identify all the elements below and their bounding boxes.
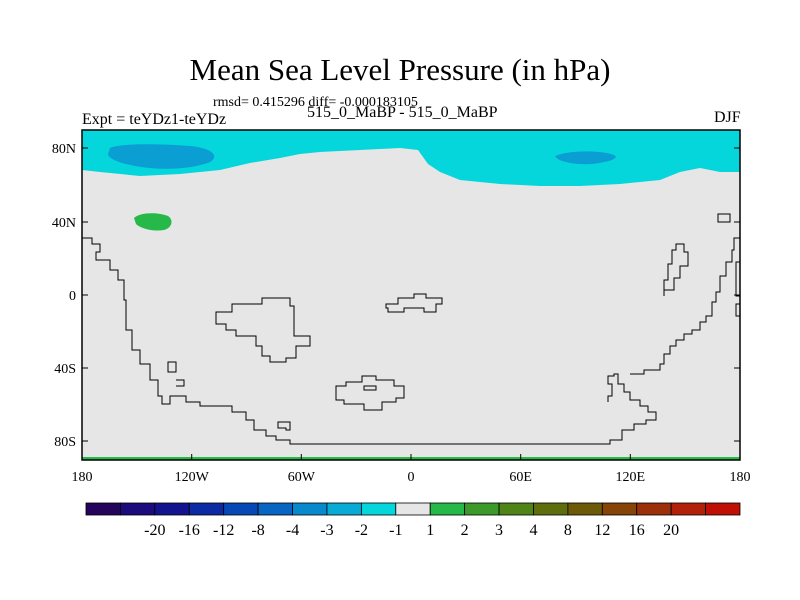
colorbar-swatch [292,502,328,516]
colorbar-label: -16 [179,522,200,539]
map-field [82,130,740,460]
rmsd-diff-stats: rmsd= 0.415296 diff= -0.000183105 [213,95,418,110]
colorbar-label: -4 [286,522,299,539]
x-tick-label: 120E [616,470,646,485]
colorbar-swatch [188,502,225,516]
colorbar-swatch [120,502,156,516]
period-label: 515_0_MaBP - 515_0_MaBP [307,104,498,121]
x-tick-label: 60E [509,470,532,485]
colorbar-label: 3 [495,522,503,539]
colorbar-swatch [601,502,638,516]
colorbar-label: -12 [213,522,234,539]
colorbar-label: 2 [461,522,469,539]
green-high-contour [134,213,172,231]
y-tick-label: 40N [52,216,76,231]
colorbar-label: -20 [144,522,165,539]
blue-low-contour-east [555,151,616,165]
colorbar-swatch [464,502,500,516]
blue-low-contour-west [108,144,215,169]
x-axis: 180 120W 60W 0 60E 120E 180 [72,454,751,485]
colorbar-swatch [360,502,397,516]
season-label: DJF [714,109,741,126]
colorbar-swatch [670,502,706,516]
colorbar-swatch [533,502,569,516]
colorbar-label: 12 [594,522,610,539]
colorbar-label: 16 [629,522,645,539]
colorbar-label: 4 [529,522,537,539]
colorbar-swatch [705,502,741,516]
colorbar-swatch [154,502,190,516]
x-tick-label: 120W [175,470,210,485]
colorbar-label: 8 [564,522,572,539]
colorbar-swatch [429,502,466,516]
y-tick-label: 80N [52,142,76,157]
colorbar-swatch [498,502,534,516]
experiment-label: Expt = teYDz1-teYDz [82,111,227,128]
y-tick-label: 0 [69,289,76,304]
colorbar-swatch [257,502,293,516]
colorbar-swatch [636,502,672,516]
colorbar-label: -1 [389,522,402,539]
colorbar-label: -2 [355,522,368,539]
x-tick-label: 60W [288,470,316,485]
colorbar-swatch [567,502,603,516]
plot-title: Mean Sea Level Pressure (in hPa) [189,52,611,87]
colorbar-swatch [326,502,362,516]
colorbar: -20 -16 -12 -8 -4 -3 -2 -1 1 2 3 4 8 12 16 20 [85,502,741,539]
y-tick-label: 80S [54,435,76,450]
colorbar-swatch [85,502,121,516]
x-tick-label: 180 [730,470,751,485]
colorbar-swatch [395,502,431,516]
x-tick-label: 0 [408,470,415,485]
cyan-contour-band [82,130,740,186]
colorbar-label: -3 [320,522,333,539]
coastlines [82,213,740,445]
y-tick-label: 40S [54,362,76,377]
x-tick-label: 180 [72,470,93,485]
y-axis: 80N 40N 0 40S 80S [52,142,740,450]
colorbar-label: 1 [426,522,434,539]
colorbar-label: -8 [251,522,264,539]
colorbar-label: 20 [663,522,679,539]
colorbar-swatch [223,502,259,516]
